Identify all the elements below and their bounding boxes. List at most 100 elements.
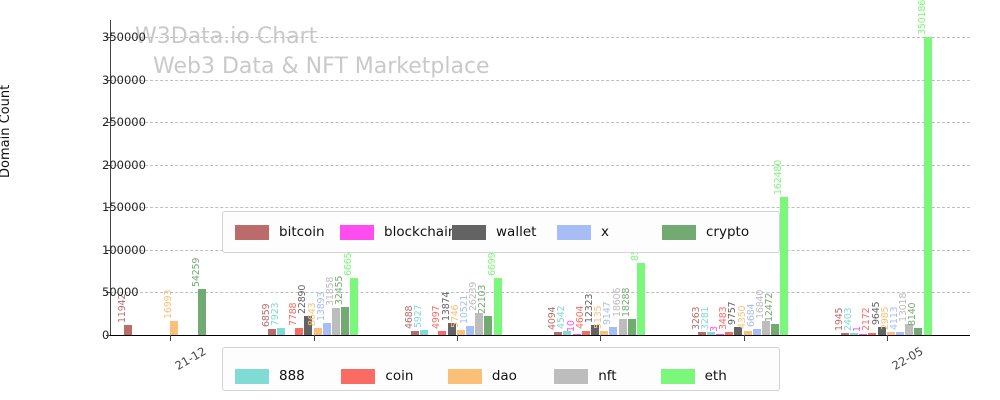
legend-swatch-coin [341,368,376,384]
bar-blockchain-22-04[interactable]: 3 [709,326,724,335]
bar-x-22-04[interactable]: 6684 [746,304,761,335]
bar-eth-22-04[interactable]: 162480 [773,160,789,335]
bar-dao-22-05[interactable]: 2985 [880,307,895,335]
gridline [110,79,970,81]
bar-nft-22-02[interactable]: 26239 [468,281,484,335]
bar-crypto-22-03[interactable]: 18288 [621,288,636,335]
legend-label-x: x [601,224,609,240]
bar-coin-22-04[interactable]: 3483 [718,307,734,335]
x-axis [110,335,970,336]
bar-coin-22-02[interactable]: 4997 [431,305,447,335]
bar-bitcoin-22-05[interactable]: 1945 [834,308,849,335]
legend-item-blockchain[interactable]: blockchain [340,224,456,240]
bar-crypto-22-04[interactable]: 12472 [764,293,780,335]
bar-eth-22-05[interactable]: 350186 [917,0,932,335]
bar-wallet-22-01[interactable]: 22890 [297,284,313,335]
legend-top[interactable]: bitcoin blockchain wallet x crypto [222,211,780,253]
bar-value-label: 8140 [907,302,919,327]
bar-x-22-03[interactable]: 9147 [602,302,618,335]
bar-coin-22-03[interactable]: 4604 [575,306,590,335]
legend-item-x[interactable]: x [557,224,656,240]
bar-nft-22-05[interactable]: 13018 [898,293,914,335]
bar-value-label: 7923 [269,302,281,327]
bar-x-22-05[interactable]: 4113 [889,306,905,335]
y-tick-mark [106,37,110,39]
legend-swatch-nft [554,368,589,384]
bar-coin-22-05[interactable]: 2172 [861,308,877,335]
x-tick-mark [600,335,602,341]
bar-value-label: 350186 [916,0,928,35]
bar-eth-22-02[interactable]: 66996 [487,247,502,335]
bar-eth-22-01[interactable]: 66650 [343,247,359,335]
legend-item-coin[interactable]: coin [341,368,441,384]
bar-bitcoin-22-02[interactable]: 4688 [404,306,419,335]
legend-item-dao[interactable]: dao [447,368,548,384]
y-tick-mark [106,207,110,209]
legend-bottom[interactable]: 888 coin dao nft eth [222,347,780,391]
bar-x-22-01[interactable]: 13893 [316,292,331,335]
bar-888-22-01[interactable]: 7923 [270,303,285,335]
bar-wallet-22-05[interactable]: 9645 [871,301,886,335]
bar-dao-22-02[interactable]: 5746 [450,305,465,335]
bar-coin-22-01[interactable]: 7788 [288,303,304,335]
bar-bitcoin-22-01[interactable]: 6859 [261,304,276,335]
bar-value-label: 54259 [190,257,202,287]
gridline [110,207,970,209]
x-tick-mark [170,335,172,341]
bar-wallet-22-03[interactable]: 12323 [584,293,599,335]
bar-888-22-02[interactable]: 5927 [413,305,429,335]
legend-swatch-x [557,224,591,240]
bar-bitcoin-21-12[interactable]: 11942 [117,294,133,335]
gridline [110,37,970,39]
legend-swatch-bitcoin [235,224,269,240]
bar-dao-22-01[interactable]: 8643 [307,302,322,335]
bar-dao-22-04[interactable]: 4350 [737,306,752,335]
legend-item-wallet[interactable]: wallet [452,224,551,240]
bar-crypto-22-05[interactable]: 8140 [907,303,923,335]
bar-nft-22-04[interactable]: 16840 [755,289,770,335]
bar-bitcoin-22-03[interactable]: 4094 [547,306,563,335]
bar-888-22-04[interactable]: 3281 [700,307,715,335]
legend-label-bitcoin: bitcoin [279,224,325,240]
y-tick-mark [106,249,110,251]
legend-item-crypto[interactable]: crypto [662,224,761,240]
legend-item-bitcoin[interactable]: bitcoin [235,224,334,240]
y-tick-mark [106,122,110,124]
bar-888-22-03[interactable]: 4542 [556,306,572,335]
legend-swatch-crypto [662,224,696,240]
bar-crypto-21-12[interactable]: 54259 [191,258,206,335]
x-tick-mark [743,335,745,341]
y-tick-mark [106,79,110,81]
bar-bitcoin-22-04[interactable]: 3263 [691,307,706,335]
bar-crypto-22-01[interactable]: 32455 [334,276,350,335]
legend-item-nft[interactable]: nft [554,368,654,384]
bar-nft-22-03[interactable]: 18606 [612,288,627,335]
bar-wallet-22-04[interactable]: 9757 [727,301,743,335]
legend-item-eth[interactable]: eth [660,368,761,384]
plot-area: 11942 16993 54259 6859 7923 7788 22890 8643 1389… [110,0,970,335]
legend-label-dao: dao [491,368,517,384]
bar-wallet-22-02[interactable]: 13874 [441,292,456,335]
legend-label-nft: nft [598,368,617,384]
bar-value-label: 18288 [620,288,632,318]
bar-888-22-05[interactable]: 2403 [843,308,859,335]
bar-blockchain-22-05[interactable]: 1 [852,326,868,335]
bar-dao-22-03[interactable]: 5135 [593,305,609,335]
gridline [110,292,970,294]
bar-x-22-02[interactable]: 10521 [459,295,475,335]
legend-swatch-blockchain [340,224,374,240]
y-axis [110,20,111,335]
legend-swatch-888 [235,368,269,384]
bar-dao-21-12[interactable]: 16993 [163,289,179,335]
legend-label-crypto: crypto [706,224,750,240]
y-tick-mark [106,292,110,294]
x-tick-mark [313,335,315,341]
bar-nft-22-01[interactable]: 31858 [325,277,340,335]
legend-item-888[interactable]: 888 [235,368,335,384]
bar-value-label: 16993 [163,289,175,319]
bar-blockchain-22-03[interactable]: 10 [566,320,581,335]
bar-eth-22-03[interactable]: 85004 [630,231,645,335]
bar-crypto-22-02[interactable]: 22103 [477,285,493,335]
gridline [110,164,970,166]
